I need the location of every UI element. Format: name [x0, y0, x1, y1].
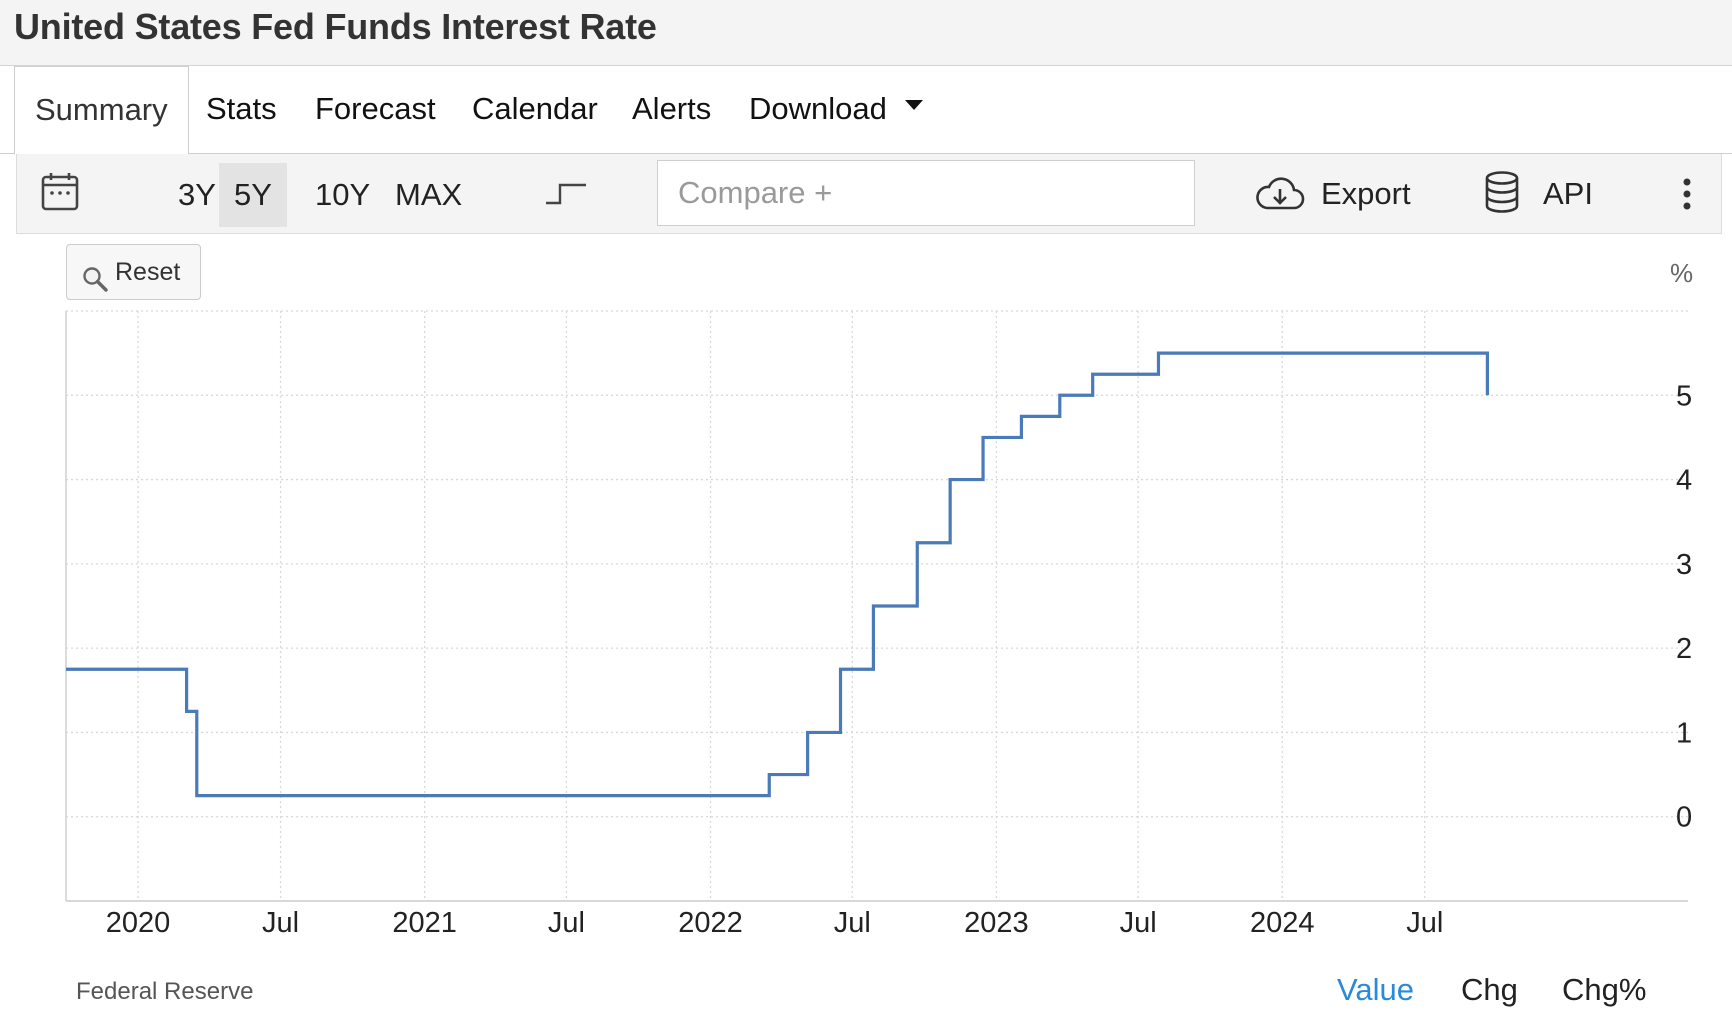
y-tick-label: 1	[1676, 717, 1692, 749]
x-tick-label: Jul	[548, 907, 585, 939]
title-bar: United States Fed Funds Interest Rate	[0, 0, 1732, 66]
tab-download[interactable]: Download	[749, 66, 923, 154]
y-axis-ticks: 0 1 2 3 4 5	[1676, 380, 1692, 833]
tab-calendar[interactable]: Calendar	[472, 91, 598, 126]
source-label: Federal Reserve	[76, 978, 254, 1005]
reset-zoom-button[interactable]: Reset	[66, 244, 201, 300]
x-tick-label: 2021	[392, 907, 457, 939]
more-vertical-icon[interactable]	[1681, 176, 1693, 217]
unit-label: %	[1670, 258, 1694, 288]
api-button[interactable]: API	[1543, 176, 1593, 211]
range-max-button[interactable]: MAX	[395, 177, 463, 212]
x-axis-ticks: 2020 Jul 2021 Jul 2022 Jul 2023 Jul 2024 Jul	[106, 907, 1443, 939]
reset-label: Reset	[115, 258, 181, 286]
database-icon[interactable]	[1483, 170, 1521, 221]
y-tick-label: 2	[1676, 633, 1692, 665]
page-title: United States Fed Funds Interest Rate	[14, 6, 657, 47]
x-tick-label: 2023	[964, 907, 1029, 939]
export-button[interactable]: Export	[1321, 176, 1411, 211]
magnifier-icon	[81, 258, 109, 312]
range-5y-button[interactable]: 5Y	[219, 163, 287, 227]
chg-pct-mode-button[interactable]: Chg%	[1562, 972, 1647, 1007]
x-tick-label: 2022	[678, 907, 743, 939]
x-tick-label: 2024	[1250, 907, 1315, 939]
range-3y-button[interactable]: 3Y	[178, 177, 216, 212]
value-mode-button[interactable]: Value	[1337, 972, 1414, 1007]
y-tick-label: 3	[1676, 549, 1692, 581]
chg-mode-button[interactable]: Chg	[1461, 972, 1518, 1007]
x-tick-label: 2020	[106, 907, 171, 939]
y-tick-label: 5	[1676, 380, 1692, 412]
cloud-download-icon[interactable]	[1255, 176, 1305, 219]
chart-grid	[66, 310, 1688, 901]
x-tick-label: Jul	[1406, 907, 1443, 939]
x-tick-label: Jul	[1120, 907, 1157, 939]
chart-axes	[65, 311, 1688, 902]
tab-stats[interactable]: Stats	[206, 91, 277, 126]
y-tick-label: 0	[1676, 802, 1692, 834]
x-tick-label: Jul	[262, 907, 299, 939]
fed-funds-rate-line	[66, 351, 1489, 798]
tab-bar: Summary Stats Forecast Calendar Alerts D…	[0, 66, 1732, 155]
range-10y-button[interactable]: 10Y	[315, 177, 371, 212]
tab-forecast[interactable]: Forecast	[315, 91, 436, 126]
chart-toolbar: 3Y 5Y 10Y MAX Export API	[16, 154, 1722, 234]
x-tick-label: Jul	[834, 907, 871, 939]
y-tick-label: 4	[1676, 465, 1692, 497]
tab-alerts[interactable]: Alerts	[632, 91, 712, 126]
caret-down-icon	[904, 99, 923, 110]
calendar-icon[interactable]	[41, 171, 79, 216]
step-line-icon[interactable]	[544, 179, 588, 212]
chart-series	[65, 351, 1489, 798]
compare-input[interactable]	[657, 160, 1195, 226]
